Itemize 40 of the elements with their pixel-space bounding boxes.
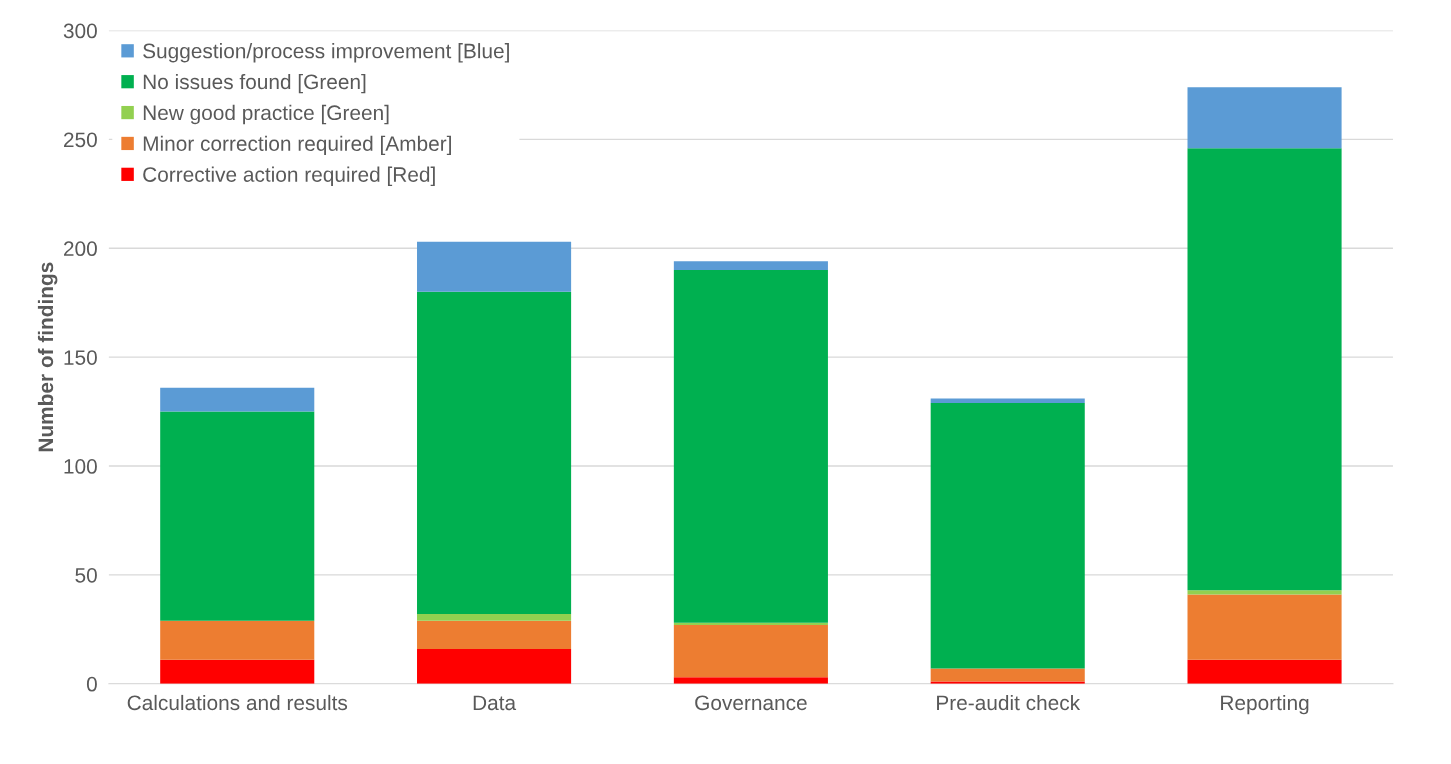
x-tick-label: Pre-audit check [937, 694, 1081, 711]
x-tick-label: Governance [695, 695, 807, 711]
bar [1187, 148, 1342, 591]
bar [417, 241, 572, 292]
x-tick-label: Calculations and results [127, 694, 348, 711]
bar [417, 620, 572, 649]
x-tick-label: Data [473, 695, 517, 711]
bar [930, 402, 1085, 669]
bar [930, 398, 1085, 403]
y-tick-label: 0 [86, 676, 97, 692]
bar [673, 622, 828, 625]
bar [417, 291, 572, 615]
y-tick-label: 250 [64, 132, 97, 148]
y-tick-label: 150 [64, 350, 97, 365]
bar [160, 411, 315, 621]
y-tick-label: 300 [63, 23, 97, 39]
bar [160, 387, 315, 412]
legend-label: Suggestion/process improvement [Blue] [143, 43, 509, 63]
bar [1187, 87, 1342, 149]
bar [1187, 590, 1342, 595]
bar [673, 624, 828, 678]
legend-label: No issues found [Green] [143, 73, 366, 94]
x-tick-label: Reporting [1221, 694, 1309, 715]
bar [930, 668, 1085, 682]
bar [417, 614, 572, 621]
bar [1187, 594, 1342, 660]
legend-label: New good practice [Green] [143, 104, 389, 125]
bar [673, 270, 828, 623]
bar [673, 677, 828, 684]
y-tick-label: 200 [64, 241, 97, 257]
y-tick-label: 100 [64, 459, 97, 474]
bar [417, 648, 572, 684]
bar [160, 659, 315, 684]
y-tick-label: 50 [75, 567, 97, 583]
y-axis-title: Number of findings [37, 262, 58, 452]
bar [1187, 659, 1342, 684]
bar [160, 620, 315, 660]
legend-label: Minor correction required [Amber] [143, 135, 451, 156]
legend-label: Corrective action required [Red] [143, 166, 435, 186]
bar [673, 261, 828, 271]
